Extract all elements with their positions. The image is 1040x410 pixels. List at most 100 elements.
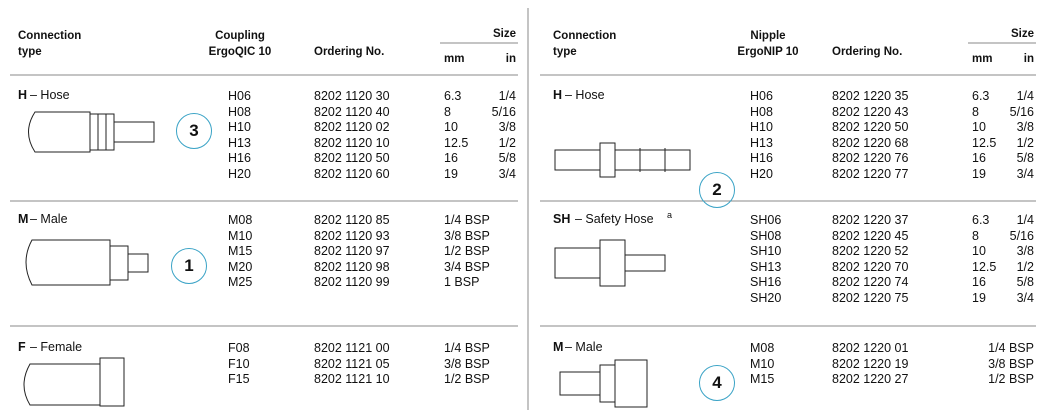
header-product: Coupling [215,30,265,42]
ordering-no: 8202 1120 02 [314,120,390,134]
code: SH06 [750,213,782,227]
size-in: 5/16 [491,104,516,119]
ordering-no: 8202 1120 98 [314,259,390,274]
size-in: 5/8 [1016,151,1034,165]
code: H08 [228,104,251,119]
footnote-mark: a [667,210,673,220]
size-in: 1/2 [498,135,516,150]
badge: 3 [176,113,212,149]
ordering-no: 8202 1120 99 [314,275,390,289]
code: H20 [750,166,773,181]
ordering-no: 8202 1220 52 [832,244,909,258]
badge: 4 [699,365,735,401]
header-mm: mm [444,53,465,65]
size-in: 3/8 [1016,244,1034,258]
ordering-no: 8202 1120 85 [314,213,390,227]
code: H20 [228,166,251,181]
code: SH16 [750,275,782,289]
size-mm: 8 [972,104,979,119]
code: M25 [228,275,253,289]
header-connection: type [553,46,577,58]
code: M10 [750,356,775,371]
size-mm: 10 [972,244,986,258]
ordering-no: 8202 1120 10 [314,135,390,150]
header-ordering: Ordering No. [832,46,903,58]
group-label: – Male [565,340,603,354]
ordering-no: 8202 1220 74 [832,275,909,289]
size-bsp: 3/8 BSP [444,356,490,371]
code: F10 [228,356,250,371]
group-letter: M [18,212,29,226]
size-mm: 10 [972,120,986,134]
ordering-no: 8202 1220 45 [832,228,909,243]
group-letter: SH [553,212,571,226]
group-label: – Female [30,340,83,354]
code: H13 [750,135,773,150]
ordering-no: 8202 1220 01 [832,341,909,355]
header-product: Nipple [750,30,786,42]
group-label: – Hose [565,88,605,102]
code: SH10 [750,244,782,258]
code: SH08 [750,228,782,243]
code: H08 [750,104,773,119]
ordering-no: 8202 1120 40 [314,104,390,119]
ordering-no: 8202 1220 35 [832,89,909,103]
badge: 2 [699,172,735,208]
size-bsp: 1/4 BSP [444,213,490,227]
group-label: – Male [30,212,68,226]
code: M10 [228,228,253,243]
group-label: – Hose [30,88,70,102]
size-mm: 19 [972,166,986,181]
ordering-no: 8202 1120 97 [314,244,390,258]
ordering-no: 8202 1220 50 [832,120,909,134]
ordering-no: 8202 1220 70 [832,259,909,274]
ordering-no: 8202 1220 77 [832,166,909,181]
header-connection: Connection [18,30,82,42]
size-mm: 19 [972,290,986,305]
ordering-no: 8202 1121 00 [314,341,390,355]
size-bsp: 3/4 BSP [444,259,490,274]
ordering-no: 8202 1220 68 [832,135,909,150]
size-mm: 12.5 [972,259,997,274]
code: M15 [750,372,775,386]
size-in: 1/2 [1016,259,1034,274]
size-bsp: 3/8 BSP [988,356,1034,371]
code: M08 [750,341,775,355]
size-in: 5/16 [1009,228,1034,243]
size-mm: 8 [444,104,451,119]
size-mm: 10 [444,120,458,134]
ordering-no: 8202 1120 30 [314,89,390,103]
size-in: 1/4 [1016,89,1034,103]
ordering-no: 8202 1120 60 [314,166,390,181]
code: H06 [750,89,773,103]
header-ordering: Ordering No. [314,46,385,58]
size-mm: 12.5 [972,135,997,150]
ordering-no: 8202 1121 05 [314,356,390,371]
size-bsp: 1/2 BSP [444,244,490,258]
size-in: 3/8 [1016,120,1034,134]
size-mm: 16 [972,275,986,289]
code: H13 [228,135,251,150]
header-in: in [505,53,516,65]
header-size: Size [492,28,516,40]
size-mm: 8 [972,228,979,243]
size-bsp: 1 BSP [444,275,480,289]
size-in: 3/4 [498,166,516,181]
size-bsp: 1/4 BSP [444,341,490,355]
code: M20 [228,259,253,274]
ordering-no: 8202 1220 75 [832,290,909,305]
header-size: Size [1010,28,1034,40]
code: SH13 [750,259,782,274]
size-in: 3/8 [498,120,516,134]
ordering-no: 8202 1220 37 [832,213,909,227]
size-bsp: 1/4 BSP [988,341,1034,355]
ordering-no: 8202 1220 43 [832,104,909,119]
code: M15 [228,244,253,258]
header-connection: Connection [553,30,617,42]
code: M08 [228,213,253,227]
ordering-no: 8202 1220 27 [832,372,909,386]
group-letter: F [18,340,26,354]
size-mm: 6.3 [972,89,990,103]
